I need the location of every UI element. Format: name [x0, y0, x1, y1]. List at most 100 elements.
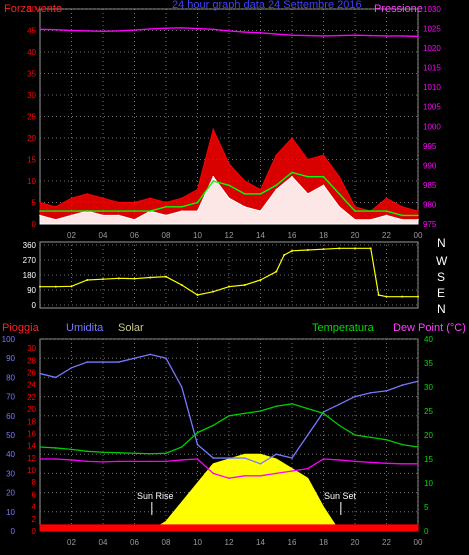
pressure-point [86, 30, 89, 32]
wind-trend-point [385, 210, 388, 212]
wind-y-tick-label: 40 [27, 48, 36, 57]
direction-point [369, 247, 372, 250]
temperature-point [369, 436, 372, 439]
direction-y-tick-label: 0 [32, 301, 37, 310]
direction-point [180, 284, 183, 286]
pressure-point [70, 29, 73, 32]
wind-avg-point [385, 214, 388, 217]
pressure-point [291, 34, 293, 36]
pressure-point [243, 31, 246, 33]
dewpoint-point [291, 470, 293, 472]
wind-avg-point [180, 210, 183, 212]
wind-avg-point [102, 214, 104, 217]
rain-y-tick-label: 16 [27, 429, 36, 438]
rain-y-tick-label: 20 [27, 405, 36, 414]
compass-e: E [437, 286, 445, 300]
pressure-y-tick-label: 975 [423, 220, 437, 229]
humidity-point [39, 372, 41, 375]
wind-gust-point [70, 197, 73, 199]
humidity-point [133, 357, 136, 360]
rain-label: Pioggia [2, 322, 40, 334]
direction-point [401, 295, 404, 298]
dewpoint-point [70, 459, 73, 461]
pressure-point [275, 33, 278, 35]
direction-point [117, 277, 120, 280]
temp-x-tick-label: 16 [288, 538, 297, 547]
wind-x-tick-label: 00 [414, 231, 423, 240]
wind-avg-point [243, 206, 246, 208]
temp-x-tick-label: 08 [162, 538, 171, 547]
pressure-label: Pressione [374, 3, 423, 15]
rain-band [39, 524, 419, 532]
direction-point [283, 254, 286, 256]
wind-gust-point [117, 201, 120, 204]
temperature-point [180, 446, 183, 448]
dewpoint-point [39, 458, 41, 460]
humidity-y-tick-label: 0 [11, 527, 16, 536]
wind-x-tick-label: 04 [99, 231, 108, 240]
wind-trend-point [212, 180, 215, 182]
dewpoint-point [354, 460, 356, 463]
wind-trend-point [102, 210, 104, 212]
wind-y-tick-label: 20 [27, 134, 36, 143]
direction-point [196, 294, 199, 296]
wind-trend-point [117, 210, 120, 212]
sunrise-label: Sun Rise [137, 491, 174, 501]
wind-avg-point [369, 218, 372, 221]
humidity-point [291, 457, 293, 459]
direction-point [133, 277, 136, 280]
wind-avg-point [275, 188, 278, 191]
humidity-y-tick-label: 60 [6, 412, 15, 421]
humidity-point [369, 391, 372, 394]
humidity-y-tick-label: 10 [6, 508, 15, 517]
direction-point [165, 275, 167, 278]
humidity-y-tick-label: 90 [6, 354, 15, 363]
temperature-point [306, 407, 309, 410]
wind-avg-point [165, 214, 167, 217]
wind-avg-point [338, 206, 341, 208]
rain-y-tick-label: 22 [27, 393, 36, 402]
wind-y-tick-label: 5 [32, 199, 37, 208]
pressure-y-tick-label: 1015 [423, 64, 441, 73]
wind-gust-point [417, 210, 419, 212]
wind-gust-point [133, 201, 136, 204]
wind-trend-point [401, 214, 404, 217]
wind-y-tick-label: 30 [27, 91, 36, 100]
direction-point [212, 290, 215, 293]
pressure-y-tick-label: 995 [423, 142, 437, 151]
pressure-point [196, 27, 199, 30]
humidity-point [165, 357, 167, 360]
direction-point [417, 295, 419, 298]
temperature-point [54, 447, 57, 449]
humidity-point [306, 434, 309, 436]
rain-y-tick-label: 14 [27, 442, 36, 451]
wind-trend-point [259, 193, 262, 195]
rain-y-tick-label: 8 [32, 478, 37, 487]
temperature-point [322, 412, 325, 415]
wind-gust-point [180, 197, 183, 199]
solar-label: Solar [118, 322, 144, 334]
wind-avg-point [117, 214, 120, 217]
humidity-point [70, 367, 73, 369]
wind-avg-point [54, 218, 57, 221]
wind-y-tick-label: 10 [27, 177, 36, 186]
wind-gust-point [385, 197, 388, 199]
wind-avg-point [306, 193, 309, 195]
pressure-point [338, 34, 341, 37]
direction-point [275, 270, 278, 273]
pressure-y-tick-label: 1025 [423, 25, 441, 34]
humidity-point [86, 361, 89, 363]
temp-x-tick-label: 04 [99, 538, 108, 547]
humidity-y-tick-label: 100 [2, 335, 16, 344]
wind-avg-point [259, 210, 262, 212]
pressure-point [401, 35, 404, 37]
temperature-point [385, 439, 388, 441]
wind-gust-point [275, 154, 278, 156]
temp-x-tick-label: 00 [414, 538, 423, 547]
wind-avg-point [196, 210, 199, 212]
temperature-point [417, 446, 419, 448]
direction-point [377, 294, 380, 296]
direction-point [322, 248, 325, 251]
humidity-point [259, 463, 262, 465]
humidity-point [196, 443, 199, 446]
